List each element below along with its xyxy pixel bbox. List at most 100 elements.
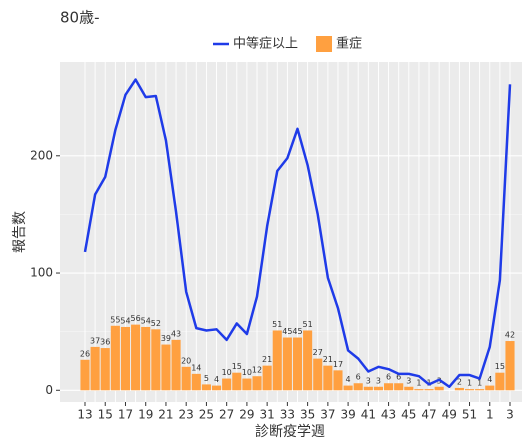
bar-label: 5 [204,374,209,383]
bar [394,383,404,391]
bar-label: 21 [262,355,272,364]
x-tick-label: 23 [179,408,194,422]
chart-title: 80歳- [60,9,100,27]
bar [161,344,171,391]
bar [100,348,110,391]
bar [495,372,505,391]
x-tick-label: 17 [118,408,133,422]
x-tick-label: 1 [486,408,494,422]
bar-label: 6 [356,373,361,382]
bar-label: 6 [386,373,391,382]
bar-label: 56 [131,314,141,323]
x-tick-label: 19 [138,408,153,422]
x-tick-label: 43 [381,408,396,422]
bar [181,366,191,391]
bar [222,378,232,391]
bar [191,373,201,391]
bar-label: 27 [313,348,323,357]
bar [424,389,434,391]
bar [505,341,515,391]
line [83,78,512,389]
bar-label: 52 [151,319,161,328]
bar-label: 12 [252,366,262,375]
y-tick-label: 0 [45,383,53,397]
x-tick-label: 25 [199,408,214,422]
bar-label: 43 [171,329,181,338]
bar [353,383,363,391]
x-tick-label: 35 [300,408,315,422]
bar [303,330,313,391]
x-tick-label: 29 [239,408,254,422]
bar [131,324,141,391]
y-axis-label: 報告数 [12,211,28,253]
y-tick-label: 100 [30,266,53,280]
bar-label: 26 [80,349,90,358]
bar [242,378,252,391]
x-axis-label: 診断疫学週 [255,424,325,440]
bar [464,389,475,391]
bar [232,372,242,391]
bar [323,365,333,391]
x-tick-label: 45 [401,408,416,422]
bar-label: 54 [141,316,151,325]
x-tick-label: 3 [506,408,514,422]
bar-label: 36 [100,338,110,347]
bar-label: 1 [477,379,482,388]
bar-label: 42 [505,331,515,340]
bar [110,325,120,391]
bar-label: 3 [406,376,411,385]
x-tick-label: 47 [421,408,436,422]
bar-label: 55 [110,315,120,324]
bar-label: 54 [120,316,130,325]
legend-label: 重症 [336,36,362,52]
bar [252,376,262,391]
bar-label: 15 [232,362,242,371]
bar-label: 10 [242,368,252,377]
bar-label: 4 [487,375,492,384]
bar-label: 37 [90,336,100,345]
bar [141,326,151,391]
bar [363,386,373,391]
bar [211,385,222,391]
bar [414,389,424,391]
legend-label: 中等症以上 [233,36,298,52]
bar [80,359,90,391]
bar-label: 51 [303,320,313,329]
bar-label: 1 [416,379,421,388]
bar-label: 4 [214,375,219,384]
bar-label: 39 [161,334,171,343]
bar-label: 15 [495,362,505,371]
bar-label: 10 [222,368,232,377]
bar [454,387,464,391]
bar-label: 14 [191,363,201,372]
bar-label: 1 [467,379,472,388]
bar-label: 51 [272,320,282,329]
bar [475,389,485,391]
bar-label: 3 [366,376,371,385]
bar [282,337,292,391]
bar [171,339,181,391]
x-tick-label: 41 [361,408,376,422]
bar [201,384,211,391]
x-tick-label: 39 [340,408,355,422]
x-tick-label: 49 [442,408,457,422]
bar [434,386,444,391]
x-tick-label: 15 [98,408,113,422]
bar [373,386,384,391]
bar-label: 17 [333,360,343,369]
bar-label: 2 [457,377,462,386]
x-tick-label: 33 [280,408,295,422]
x-tick-label: 13 [77,408,92,422]
bar-label: 45 [292,327,302,336]
bar [120,326,131,391]
bar [333,370,343,391]
bar-label: 21 [323,355,333,364]
bar-label: 6 [396,373,401,382]
bar [313,358,323,391]
bar [262,365,272,391]
bar [151,329,161,391]
x-tick-label: 37 [320,408,335,422]
bar-label: 4 [346,375,351,384]
x-tick-label: 31 [260,408,275,422]
